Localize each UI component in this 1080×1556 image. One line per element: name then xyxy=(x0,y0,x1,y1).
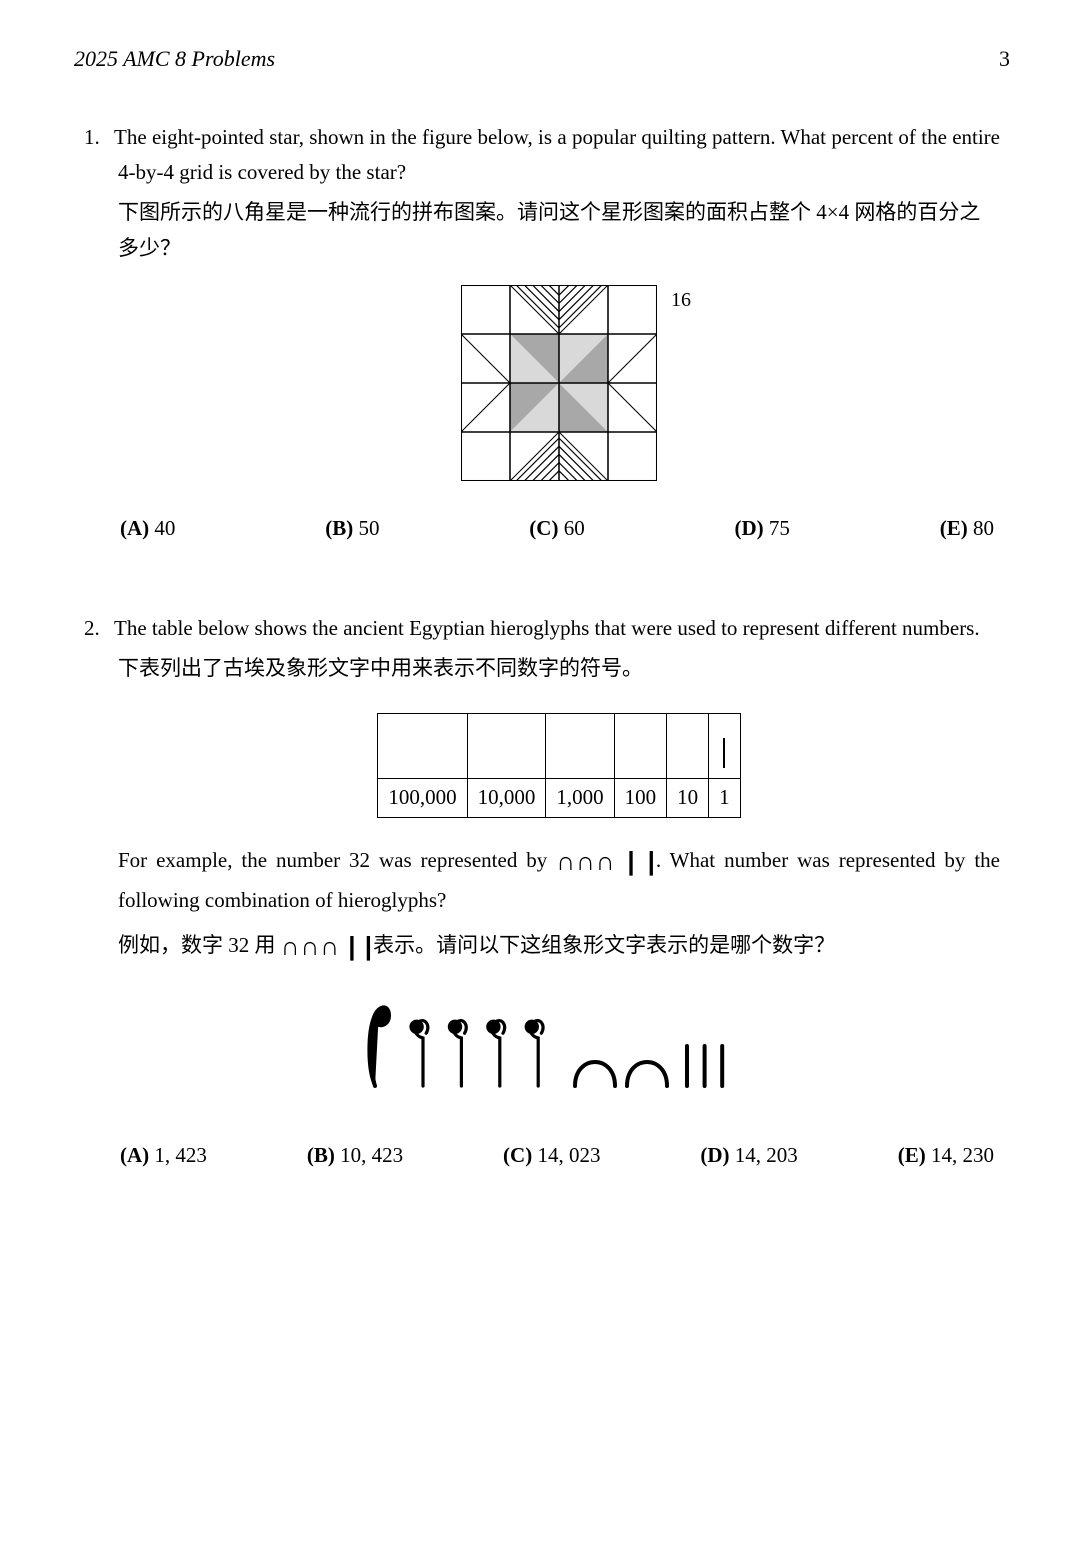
q1-choice-d: (D) 75 xyxy=(735,516,790,541)
q2-text-zh2: 例如，数字 32 用 ∩∩∩ | |表示。请问以下这组象形文字表示的是哪个数字？ xyxy=(118,924,1000,968)
question-2: 2.The table below shows the ancient Egyp… xyxy=(118,611,1000,1168)
q1-choice-e: (E) 80 xyxy=(940,516,994,541)
handwritten-16: 16 xyxy=(671,289,691,312)
val-10000: 10,000 xyxy=(467,778,546,817)
sym-10000 xyxy=(467,713,546,778)
page: 2025 AMC 8 Problems 3 1.The eight-pointe… xyxy=(0,0,1080,1556)
table-symbol-row xyxy=(378,713,740,778)
val-1: 1 xyxy=(709,778,741,817)
inline-hiero-32-zh: ∩∩∩ | | xyxy=(281,931,373,961)
star-svg xyxy=(461,285,657,481)
sym-100 xyxy=(614,713,667,778)
q2-zh2a: 例如，数字 32 用 xyxy=(118,933,281,957)
hieroglyph-table: 100,000 10,000 1,000 100 10 1 xyxy=(377,713,740,818)
sym-1 xyxy=(709,713,741,778)
sym-100000 xyxy=(378,713,467,778)
inline-hiero-32-en: ∩∩∩ | | xyxy=(556,846,656,876)
q1-text-zh: 下图所示的八角星是一种流行的拼布图案。请问这个星形图案的面积占整个 4×4 网格… xyxy=(118,195,1000,266)
table-value-row: 100,000 10,000 1,000 100 10 1 xyxy=(378,778,740,817)
q1-figure: 16 xyxy=(118,285,1000,486)
sym-10 xyxy=(667,713,709,778)
val-100000: 100,000 xyxy=(378,778,467,817)
q2-en1-body: The table below shows the ancient Egypti… xyxy=(114,616,980,640)
q2-choice-e: (E) 14, 230 xyxy=(898,1143,994,1168)
q2-big-hieroglyph xyxy=(118,998,1000,1099)
val-10: 10 xyxy=(667,778,709,817)
q1-choice-c: (C) 60 xyxy=(529,516,584,541)
q2-choice-c: (C) 14, 023 xyxy=(503,1143,600,1168)
q2-zh2b: 表示。请问以下这组象形文字表示的是哪个数字？ xyxy=(373,933,835,957)
q2-number: 2. xyxy=(84,611,114,646)
page-number: 3 xyxy=(999,46,1010,72)
q2-text-en1: 2.The table below shows the ancient Egyp… xyxy=(118,611,1000,646)
q2-en2a: For example, the number 32 was represent… xyxy=(118,848,556,872)
q1-number: 1. xyxy=(84,120,114,155)
q2-choice-d: (D) 14, 203 xyxy=(700,1143,797,1168)
q1-choice-b: (B) 50 xyxy=(325,516,379,541)
val-100: 100 xyxy=(614,778,667,817)
sym-1000 xyxy=(546,713,614,778)
q1-choices: (A) 40 (B) 50 (C) 60 (D) 75 (E) 80 xyxy=(118,516,1000,541)
q1-choice-a: (A) 40 xyxy=(120,516,175,541)
q2-text-zh1: 下表列出了古埃及象形文字中用来表示不同数字的符号。 xyxy=(118,651,1000,687)
q1-en-body: The eight-pointed star, shown in the fig… xyxy=(114,125,1000,184)
q1-text-en: 1.The eight-pointed star, shown in the f… xyxy=(118,120,1000,189)
val-1000: 1,000 xyxy=(546,778,614,817)
header-title: 2025 AMC 8 Problems xyxy=(74,46,275,72)
q2-choices: (A) 1, 423 (B) 10, 423 (C) 14, 023 (D) 1… xyxy=(118,1143,1000,1168)
question-1: 1.The eight-pointed star, shown in the f… xyxy=(118,120,1000,541)
page-header: 2025 AMC 8 Problems 3 xyxy=(74,46,1010,72)
q2-choice-a: (A) 1, 423 xyxy=(120,1143,207,1168)
q2-text-en2: For example, the number 32 was represent… xyxy=(118,840,1000,918)
q2-choice-b: (B) 10, 423 xyxy=(307,1143,403,1168)
big-hiero-svg xyxy=(339,998,779,1094)
